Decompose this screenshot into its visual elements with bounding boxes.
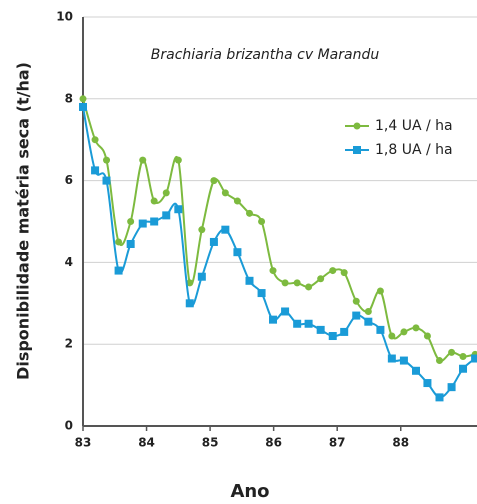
point	[258, 218, 266, 225]
point	[317, 275, 325, 283]
point	[293, 319, 302, 328]
point	[221, 225, 230, 234]
point	[352, 297, 360, 305]
point	[79, 102, 87, 111]
point	[447, 383, 456, 392]
y-axis-label: Disponibilidade matéria seca (t/ha)	[14, 62, 33, 380]
point	[245, 209, 253, 217]
point	[340, 269, 348, 277]
x-tick-label: 84	[138, 436, 155, 450]
point	[269, 267, 277, 275]
point	[126, 239, 135, 248]
legend-label: 1,8 UA / ha	[375, 142, 453, 158]
point	[186, 279, 194, 287]
point	[138, 219, 147, 228]
point	[411, 366, 420, 375]
point	[197, 272, 206, 281]
y-tick-label: 6	[65, 173, 73, 187]
point	[340, 327, 349, 336]
point	[174, 156, 182, 164]
chart-title: Brachiaria brizantha cv Marandu	[151, 47, 380, 63]
y-tick-label: 8	[65, 91, 73, 105]
point	[364, 307, 372, 315]
point	[329, 267, 337, 275]
legend-label: 1,4 UA / ha	[375, 118, 453, 134]
y-tick-label: 10	[56, 10, 73, 24]
point	[304, 319, 313, 328]
x-tick-label: 85	[202, 436, 219, 450]
point	[103, 156, 111, 164]
point	[221, 189, 229, 197]
point	[233, 248, 242, 257]
point	[233, 197, 241, 205]
legend-marker	[353, 146, 361, 154]
point	[448, 348, 456, 356]
point	[209, 237, 218, 246]
point	[435, 393, 444, 402]
point	[471, 354, 477, 363]
point	[316, 325, 325, 334]
point	[139, 156, 147, 164]
point	[174, 205, 183, 214]
point	[150, 197, 158, 205]
point	[102, 176, 111, 185]
point	[185, 299, 194, 308]
x-tick-label: 86	[265, 436, 282, 450]
point	[91, 136, 99, 144]
point	[162, 189, 170, 197]
point	[114, 266, 123, 275]
point	[388, 332, 396, 340]
point	[399, 356, 408, 365]
point	[436, 357, 444, 365]
point	[127, 218, 135, 225]
point	[376, 325, 385, 334]
point	[79, 95, 87, 103]
x-tick-label: 87	[329, 436, 346, 450]
series-line	[82, 98, 476, 362]
point	[400, 328, 408, 336]
point	[423, 379, 432, 388]
point	[412, 324, 420, 332]
point	[305, 283, 313, 291]
point	[91, 166, 100, 175]
y-tick-label: 0	[65, 419, 73, 433]
point	[328, 332, 337, 341]
legend-marker	[353, 122, 361, 130]
point	[281, 279, 289, 287]
point	[293, 279, 301, 287]
point	[423, 332, 431, 340]
point	[364, 317, 373, 326]
point	[162, 211, 171, 220]
point	[150, 217, 159, 226]
y-tick-label: 4	[65, 255, 73, 269]
point	[245, 276, 254, 285]
point	[210, 177, 218, 185]
point	[459, 352, 467, 360]
point	[281, 307, 290, 316]
point	[459, 364, 468, 373]
point	[376, 287, 384, 295]
x-tick-label: 88	[392, 436, 409, 450]
x-tick-label: 83	[75, 436, 92, 450]
point	[115, 238, 123, 246]
point	[257, 289, 266, 298]
point	[269, 315, 278, 324]
point	[198, 226, 206, 234]
y-tick-label: 2	[65, 337, 73, 351]
point	[387, 354, 396, 363]
x-axis-label: Ano	[230, 481, 269, 502]
point	[352, 311, 361, 320]
